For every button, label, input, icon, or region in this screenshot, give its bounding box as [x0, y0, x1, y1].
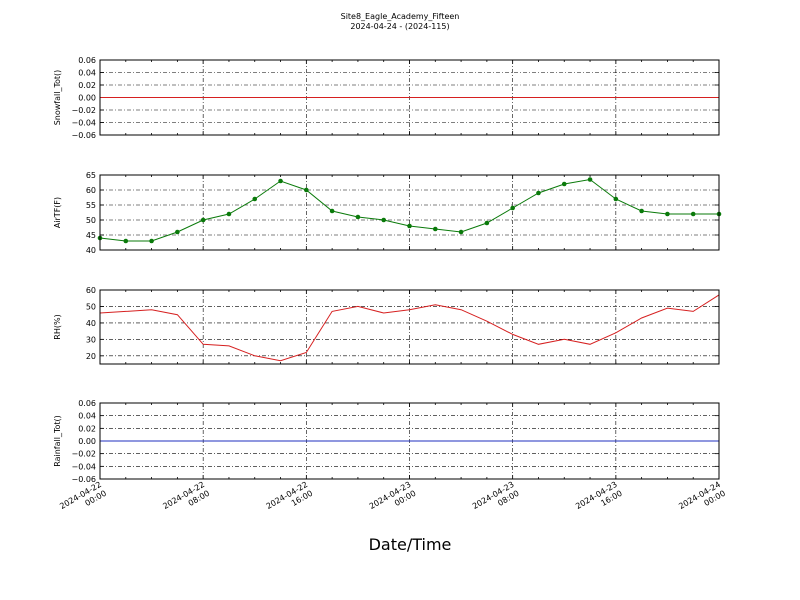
chart-title: Site8_Eagle_Academy_Fifteen: [341, 12, 460, 21]
y-tick-label: −0.02: [71, 106, 96, 115]
y-axis-label: AirTF(F): [53, 197, 62, 228]
data-point: [432, 226, 438, 232]
y-axis-label: Snowfall_Tot(): [53, 70, 62, 126]
data-point: [510, 205, 515, 211]
data-point: [200, 217, 206, 223]
data-point: [458, 229, 464, 235]
series-line: [99, 294, 720, 362]
y-tick-label: −0.06: [71, 475, 96, 484]
y-tick-label: 0.06: [78, 399, 96, 408]
y-tick-label: 40: [86, 319, 96, 328]
y-tick-label: 60: [86, 286, 96, 295]
data-point: [329, 208, 335, 214]
plot-frame: [99, 289, 720, 365]
y-tick-label: 30: [86, 335, 96, 344]
y-tick-label: −0.04: [71, 119, 96, 128]
data-point: [407, 223, 412, 229]
y-tick-label: 40: [86, 246, 96, 255]
y-tick-label: 45: [86, 231, 96, 240]
y-axis-label: Rainfall_Tot(): [53, 415, 62, 467]
y-tick-label: 60: [86, 186, 96, 195]
y-tick-label: 0.06: [78, 56, 96, 65]
y-tick-label: 0.02: [78, 424, 96, 433]
panel-4: −0.06 −0.04 −0.02 0.00 0.02 0.04 0.06 Rainfall_…: [53, 399, 720, 484]
data-point: [665, 211, 670, 217]
y-tick-label: 0.04: [78, 69, 96, 78]
chart-subtitle: 2024-04-24 - (2024-115): [350, 22, 449, 31]
y-tick-label: 50: [86, 302, 96, 311]
data-point: [175, 229, 180, 235]
data-point: [536, 190, 541, 196]
y-tick-label: −0.02: [71, 450, 96, 459]
y-tick-label: 65: [86, 171, 96, 180]
x-axis-label: Date/Time: [369, 535, 452, 554]
data-point: [226, 211, 232, 217]
panels: −0.06 −0.04 −0.02 0.00 0.02 0.04 0.06 Snowfall_…: [53, 56, 722, 484]
data-point: [381, 217, 387, 223]
y-tick-label: 0.00: [78, 437, 96, 446]
data-point: [278, 178, 283, 184]
data-point: [639, 208, 644, 214]
plot-frame: [99, 402, 720, 480]
y-tick-label: −0.06: [71, 131, 96, 140]
data-point: [587, 177, 593, 182]
y-tick-label: 20: [86, 352, 96, 361]
y-tick-label: 50: [86, 216, 96, 225]
y-tick-label: 0.00: [78, 94, 96, 103]
panel-3: 20 30 40 50 60 RH(%): [53, 286, 720, 365]
panel-2: 40 45 50 55 60 65 AirTF(F): [53, 171, 722, 255]
data-point: [690, 211, 696, 217]
y-tick-label: 0.04: [78, 412, 96, 421]
y-tick-label: −0.04: [71, 462, 96, 471]
data-point: [123, 238, 129, 244]
data-point: [561, 181, 567, 187]
data-point: [149, 238, 154, 244]
panel-1: −0.06 −0.04 −0.02 0.00 0.02 0.04 0.06 Snowfall_…: [53, 56, 720, 140]
data-point: [252, 196, 258, 202]
plot-frame: [99, 174, 720, 251]
y-tick-label: 0.02: [78, 81, 96, 90]
data-point: [355, 214, 361, 220]
data-point: [484, 220, 490, 226]
data-point: [613, 196, 619, 202]
plot-frame: [99, 59, 720, 136]
y-axis-label: RH(%): [53, 314, 62, 339]
data-point: [304, 187, 309, 193]
y-tick-label: 55: [86, 201, 96, 210]
